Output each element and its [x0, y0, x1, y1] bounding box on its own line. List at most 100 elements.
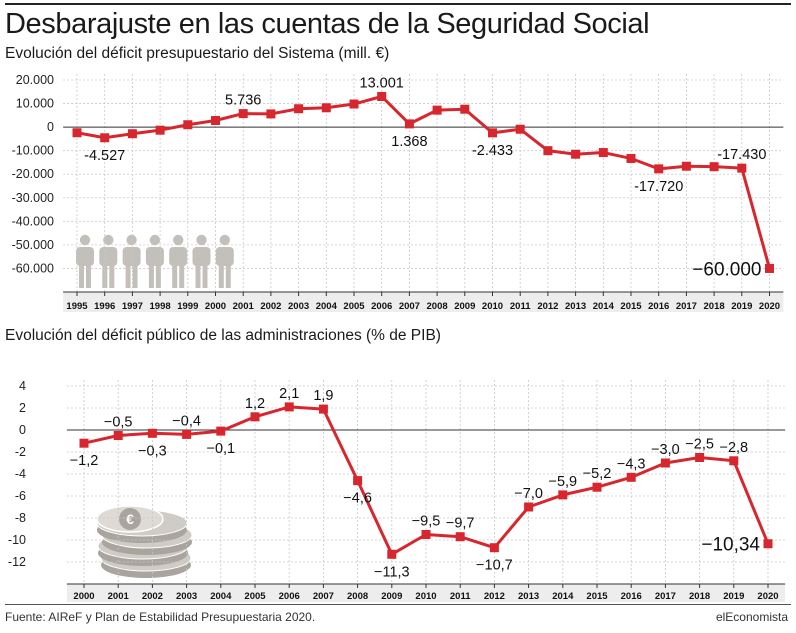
- data-point: [558, 490, 568, 500]
- x-tick-label: 2014: [552, 591, 574, 602]
- data-point: [488, 128, 497, 138]
- x-tick-label: 2013: [565, 301, 586, 312]
- person-head: [126, 234, 137, 246]
- data-point: [183, 120, 193, 130]
- person-torso: [215, 247, 234, 266]
- data-point: [353, 476, 363, 486]
- top-rule: [5, 3, 791, 5]
- data-point: [660, 458, 670, 468]
- y-tick-label: 2: [19, 401, 26, 415]
- data-label: −10,34: [701, 535, 760, 556]
- data-point: [709, 162, 719, 172]
- x-tick-label: 2017: [655, 591, 676, 602]
- data-point: [654, 164, 664, 174]
- x-tick-label: 2009: [381, 591, 402, 602]
- x-tick-label: 2000: [73, 591, 94, 602]
- data-point: [695, 453, 705, 462]
- x-tick-label: 2015: [620, 301, 642, 312]
- y-tick-label: 0: [19, 423, 26, 437]
- coin-stack-icon: €: [96, 505, 193, 578]
- data-label: -4.527: [84, 148, 125, 164]
- data-label: −0,3: [138, 443, 167, 459]
- data-label: −4,3: [617, 456, 646, 472]
- data-label: 5.736: [225, 93, 261, 109]
- x-tick-label: 2007: [313, 591, 334, 602]
- data-point: [432, 105, 442, 115]
- data-label: 1.368: [391, 134, 427, 150]
- x-tick-label: 2010: [415, 591, 436, 602]
- y-tick-label: 4: [19, 379, 26, 393]
- data-point: [377, 91, 387, 101]
- x-tick-label: 2011: [450, 591, 471, 602]
- data-label: −9,7: [446, 516, 475, 532]
- data-point: [592, 482, 602, 492]
- data-point: [155, 125, 165, 135]
- x-tick-label: 2018: [704, 301, 725, 312]
- data-point: [729, 456, 739, 466]
- data-point: [404, 119, 414, 129]
- data-point: [321, 103, 331, 113]
- y-tick-label: 10.000: [16, 97, 54, 111]
- person-icon: [122, 234, 141, 288]
- data-label: −60.000: [692, 259, 761, 280]
- data-point: [626, 153, 636, 163]
- source-note: Fuente: AIReF y Plan de Estabilidad Pres…: [5, 610, 316, 624]
- person-leg: [172, 263, 178, 288]
- euro-badge: [119, 508, 141, 530]
- data-point: [524, 502, 534, 512]
- x-tick-label: 2008: [347, 591, 368, 602]
- x-tick-label: 1995: [66, 301, 88, 312]
- data-label: −1,2: [70, 453, 99, 469]
- data-point: [147, 428, 157, 438]
- data-point: [387, 549, 397, 559]
- data-label: 13.001: [360, 75, 404, 91]
- data-point: [455, 532, 465, 542]
- person-head: [196, 234, 207, 246]
- chart1-deficit-seguridad-social: 20.000 10.000 0 -10.000 -20.000 -30.000 -40.00…: [12, 73, 784, 312]
- x-tick-label: 2001: [233, 301, 255, 312]
- x-tick-label: 1996: [94, 301, 115, 312]
- data-point: [211, 116, 220, 126]
- data-point: [100, 133, 110, 143]
- people-icons: [76, 234, 234, 288]
- person-icon: [215, 234, 234, 288]
- data-point: [284, 402, 294, 412]
- x-tick-label: 2004: [316, 301, 338, 312]
- data-label: −7,0: [514, 486, 543, 502]
- data-point: [571, 149, 581, 159]
- x-tick-label: 2009: [454, 301, 475, 312]
- data-label: −2,5: [685, 437, 714, 453]
- y-tick-label: -30.000: [12, 191, 54, 205]
- data-point: [460, 104, 470, 114]
- x-tick-label: 2005: [343, 301, 365, 312]
- person-torso: [145, 247, 164, 266]
- x-tick-label: 2018: [689, 591, 710, 602]
- person-leg: [202, 263, 208, 288]
- person-icon: [145, 234, 164, 288]
- person-head: [79, 234, 91, 246]
- x-tick-label: 2010: [482, 301, 503, 312]
- data-label: −5,9: [548, 474, 577, 490]
- x-tick-label: 2004: [210, 591, 232, 602]
- data-point: [515, 124, 525, 134]
- person-leg: [109, 263, 115, 288]
- x-tick-label: 2003: [288, 301, 309, 312]
- x-tick-label: 2012: [537, 301, 558, 312]
- data-point: [626, 472, 636, 482]
- person-leg: [218, 263, 224, 288]
- person-torso: [122, 247, 141, 266]
- x-tick-label: 1998: [150, 301, 171, 312]
- data-label: -2.433: [472, 143, 513, 159]
- chart2-deficit-publico: € 4 2 0 -2 -4 -6 -8 -10 -12 2000 2001 2002 2003 2004 2…: [8, 379, 786, 602]
- person-leg: [125, 263, 131, 288]
- data-point: [72, 128, 82, 138]
- x-tick-label: 2003: [176, 591, 197, 602]
- person-head: [149, 234, 161, 246]
- person-leg: [148, 263, 154, 288]
- data-label: -17.720: [634, 179, 683, 195]
- x-tick-label: 2002: [260, 301, 281, 312]
- data-point: [543, 146, 553, 156]
- x-tick-label: 2001: [108, 591, 130, 602]
- x-tick-label: 1997: [122, 301, 143, 312]
- data-point: [250, 412, 260, 422]
